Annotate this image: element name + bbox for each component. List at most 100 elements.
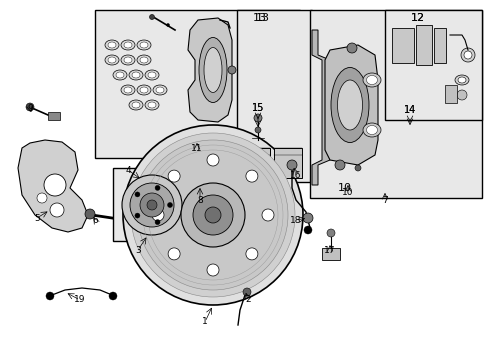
Polygon shape — [325, 45, 377, 165]
Bar — [433, 28, 445, 63]
Ellipse shape — [137, 40, 151, 50]
Text: 17: 17 — [324, 246, 335, 255]
Circle shape — [135, 213, 140, 218]
Text: 12: 12 — [410, 13, 424, 23]
Bar — [237, 10, 311, 182]
Circle shape — [463, 51, 471, 59]
Ellipse shape — [454, 75, 468, 85]
Ellipse shape — [366, 126, 377, 135]
Bar — [95, 10, 299, 158]
Circle shape — [206, 154, 219, 166]
Text: 2: 2 — [244, 296, 250, 305]
Circle shape — [122, 175, 182, 235]
Circle shape — [456, 90, 466, 100]
Bar — [391, 28, 413, 63]
Ellipse shape — [124, 57, 132, 63]
Ellipse shape — [140, 42, 148, 48]
Circle shape — [168, 248, 180, 260]
Ellipse shape — [148, 72, 156, 78]
Text: 13: 13 — [252, 13, 266, 23]
Text: 13: 13 — [256, 13, 269, 23]
Text: 10: 10 — [337, 183, 351, 193]
Polygon shape — [187, 18, 231, 122]
Text: 15: 15 — [251, 103, 264, 113]
Ellipse shape — [129, 70, 142, 80]
Text: 11: 11 — [191, 144, 203, 153]
Text: 14: 14 — [403, 105, 415, 115]
Ellipse shape — [457, 77, 465, 83]
Bar — [113, 168, 185, 241]
Ellipse shape — [132, 102, 140, 108]
Ellipse shape — [140, 57, 148, 63]
Ellipse shape — [121, 55, 135, 65]
Circle shape — [135, 192, 140, 197]
Circle shape — [254, 127, 261, 133]
Text: 16: 16 — [290, 171, 301, 180]
Circle shape — [131, 133, 294, 297]
Circle shape — [166, 23, 169, 27]
Ellipse shape — [156, 87, 163, 93]
Ellipse shape — [137, 55, 151, 65]
Text: 19: 19 — [74, 296, 85, 305]
Text: 6: 6 — [92, 216, 98, 225]
Bar — [444, 85, 456, 103]
Circle shape — [123, 125, 303, 305]
Polygon shape — [311, 30, 329, 185]
Circle shape — [334, 160, 345, 170]
Circle shape — [152, 209, 163, 221]
Ellipse shape — [362, 123, 380, 137]
Ellipse shape — [113, 70, 127, 80]
Circle shape — [262, 209, 273, 221]
Bar — [309, 10, 481, 198]
Circle shape — [44, 174, 66, 196]
Text: 15: 15 — [251, 103, 264, 113]
Ellipse shape — [145, 100, 159, 110]
Circle shape — [50, 203, 64, 217]
Ellipse shape — [153, 85, 167, 95]
Circle shape — [304, 226, 311, 234]
Circle shape — [346, 43, 356, 53]
Circle shape — [130, 183, 174, 227]
Circle shape — [286, 160, 296, 170]
Ellipse shape — [105, 40, 119, 50]
Ellipse shape — [108, 57, 116, 63]
Text: 1: 1 — [202, 318, 207, 327]
Ellipse shape — [203, 48, 222, 93]
Text: 5: 5 — [34, 213, 40, 222]
Ellipse shape — [108, 42, 116, 48]
Ellipse shape — [140, 87, 148, 93]
Ellipse shape — [105, 55, 119, 65]
Circle shape — [193, 195, 232, 235]
Ellipse shape — [124, 87, 132, 93]
Circle shape — [147, 200, 157, 210]
Circle shape — [149, 14, 154, 19]
Circle shape — [85, 209, 95, 219]
Ellipse shape — [132, 72, 140, 78]
Text: 18: 18 — [290, 216, 301, 225]
Text: 9: 9 — [27, 104, 33, 113]
Circle shape — [245, 170, 257, 182]
Ellipse shape — [330, 68, 368, 143]
Circle shape — [326, 229, 334, 237]
Circle shape — [167, 202, 172, 207]
Circle shape — [253, 114, 262, 122]
Ellipse shape — [337, 80, 362, 130]
Circle shape — [155, 220, 160, 225]
Circle shape — [243, 288, 250, 296]
Circle shape — [204, 207, 221, 223]
Text: 10: 10 — [342, 188, 353, 197]
Bar — [321, 248, 339, 260]
Circle shape — [109, 292, 117, 300]
Circle shape — [303, 213, 312, 223]
Circle shape — [206, 264, 219, 276]
Ellipse shape — [366, 76, 377, 85]
Bar — [273, 148, 302, 178]
Bar — [415, 25, 431, 65]
Bar — [48, 112, 60, 120]
Polygon shape — [18, 140, 88, 232]
Circle shape — [37, 193, 47, 203]
Circle shape — [46, 292, 54, 300]
Text: 12: 12 — [410, 13, 424, 23]
Ellipse shape — [124, 42, 132, 48]
Circle shape — [26, 103, 34, 111]
